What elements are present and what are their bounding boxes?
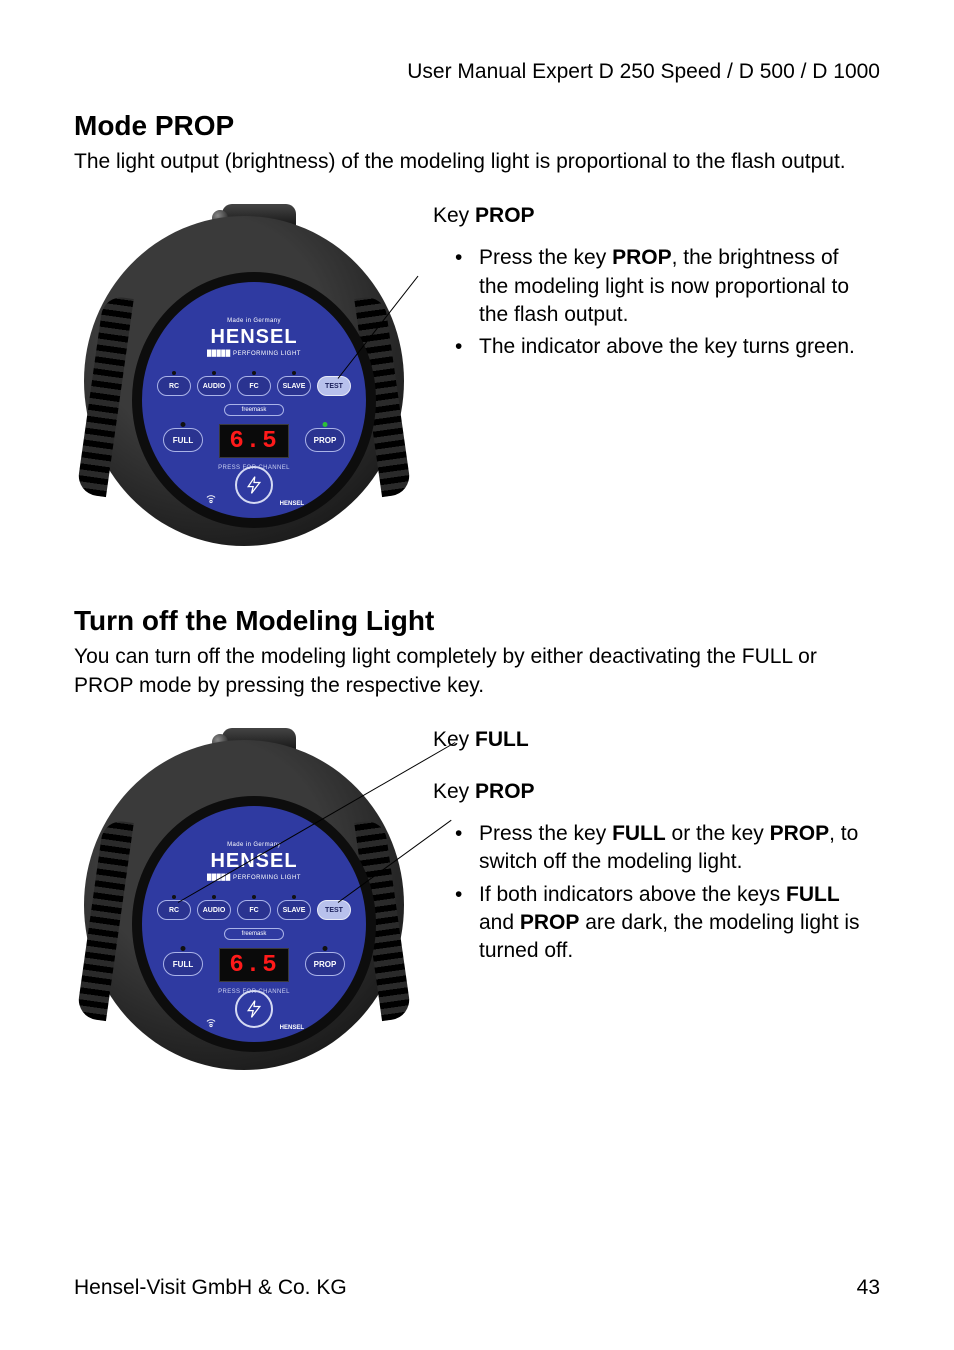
fc-label: FC [249, 383, 258, 390]
callout-prop2-bold: PROP [475, 780, 535, 803]
full-label-2: FULL [173, 960, 193, 969]
full-button[interactable]: FULL [163, 428, 203, 452]
slave-label-2: SLAVE [283, 907, 306, 914]
made-in-label: Made in Germany [142, 318, 366, 324]
callout-prop-pre: Key [433, 204, 475, 227]
section2-bullet-1: Press the key FULL or the key PROP, to s… [479, 820, 870, 877]
s2b2a: If both indicators above the keys [479, 883, 786, 906]
s2b2c: and [479, 911, 520, 934]
callout-full-pre: Key [433, 728, 475, 751]
section2-bullet-2: If both indicators above the keys FULL a… [479, 881, 870, 966]
device-face-2: Made in Germany HENSEL █████ PERFORMING … [132, 796, 376, 1052]
section1-intro: The light output (brightness) of the mod… [74, 148, 880, 176]
small-brand-label: HENSEL [280, 501, 304, 507]
s1b1b: PROP [612, 246, 672, 269]
callout-full: Key FULL [433, 728, 880, 752]
fc-button-2[interactable]: FC [237, 900, 271, 920]
power-display: 6.5 [219, 424, 289, 458]
test-button-2[interactable]: TEST [317, 900, 351, 920]
brand-name: HENSEL [142, 326, 366, 349]
s1b1a: Press the key [479, 246, 612, 269]
fc-button[interactable]: FC [237, 376, 271, 396]
test-label: TEST [325, 383, 343, 390]
brand-tagline: █████ PERFORMING LIGHT [142, 351, 366, 357]
full-button-2[interactable]: FULL [163, 952, 203, 976]
slave-label: SLAVE [283, 383, 306, 390]
ridges-left [76, 295, 134, 497]
s2b2b: FULL [786, 883, 840, 906]
rc-button-2[interactable]: RC [157, 900, 191, 920]
footer-page-number: 43 [857, 1276, 880, 1300]
audio-label: AUDIO [203, 383, 226, 390]
callout-prop: Key PROP [433, 204, 880, 228]
s2b1d: PROP [770, 822, 830, 845]
full-label: FULL [173, 436, 193, 445]
rc-label-2: RC [169, 907, 179, 914]
callout-full-bold: FULL [475, 728, 529, 751]
callout-prop2-pre: Key [433, 780, 475, 803]
rc-button[interactable]: RC [157, 376, 191, 396]
button-row: RC AUDIO FC SLAVE TEST [142, 376, 366, 396]
audio-button-2[interactable]: AUDIO [197, 900, 231, 920]
brand-block-2: Made in Germany HENSEL █████ PERFORMING … [142, 842, 366, 881]
rc-label: RC [169, 383, 179, 390]
button-row-2: RC AUDIO FC SLAVE TEST [142, 900, 366, 920]
made-in-label-2: Made in Germany [142, 842, 366, 848]
flash-button-2[interactable] [235, 990, 273, 1028]
page-header: User Manual Expert D 250 Speed / D 500 /… [74, 60, 880, 84]
prop-label-2: PROP [314, 960, 337, 969]
prop-button[interactable]: PROP [305, 428, 345, 452]
s2b2d: PROP [520, 911, 580, 934]
test-label-2: TEST [325, 907, 343, 914]
device-face: Made in Germany HENSEL █████ PERFORMING … [132, 272, 376, 528]
section2-intro: You can turn off the modeling light comp… [74, 643, 880, 700]
freemask-button[interactable]: freemask [224, 404, 284, 416]
bolt-icon [244, 475, 264, 495]
device-body-2: Made in Germany HENSEL █████ PERFORMING … [84, 740, 404, 1070]
callout-prop-2: Key PROP [433, 780, 880, 804]
prop-label: PROP [314, 436, 337, 445]
audio-button[interactable]: AUDIO [197, 376, 231, 396]
slave-button[interactable]: SLAVE [277, 376, 311, 396]
flash-button[interactable] [235, 466, 273, 504]
section2-title: Turn off the Modeling Light [74, 605, 880, 637]
brand-tagline-2: █████ PERFORMING LIGHT [142, 875, 366, 881]
s2b1a: Press the key [479, 822, 612, 845]
callout-prop-bold: PROP [475, 204, 535, 227]
main-controls-2: FULL 6.5 PROP [142, 946, 366, 982]
section1-body: Made in Germany HENSEL █████ PERFORMING … [74, 196, 880, 561]
section1-bullets: Press the key PROP, the brightness of th… [433, 244, 880, 361]
slave-button-2[interactable]: SLAVE [277, 900, 311, 920]
brand-name-2: HENSEL [142, 850, 366, 873]
section2-bullets: Press the key FULL or the key PROP, to s… [433, 820, 880, 966]
audio-label-2: AUDIO [203, 907, 226, 914]
brand-block: Made in Germany HENSEL █████ PERFORMING … [142, 318, 366, 357]
power-display-2: 6.5 [219, 948, 289, 982]
small-brand-label-2: HENSEL [280, 1025, 304, 1031]
wifi-icon [204, 491, 218, 508]
section1-bullet-1: Press the key PROP, the brightness of th… [479, 244, 870, 329]
bolt-icon-2 [244, 999, 264, 1019]
section2-body: Made in Germany HENSEL █████ PERFORMING … [74, 720, 880, 1085]
ridges-left-2 [76, 819, 134, 1021]
section1-bullet-2: The indicator above the key turns green. [479, 333, 870, 361]
s2b1b: FULL [612, 822, 666, 845]
fc-label-2: FC [249, 907, 258, 914]
test-button[interactable]: TEST [317, 376, 351, 396]
wifi-icon-2 [204, 1015, 218, 1032]
device-image-2: Made in Germany HENSEL █████ PERFORMING … [74, 720, 419, 1085]
section1-right: Key PROP Press the key PROP, the brightn… [433, 196, 880, 365]
section2-right: Key FULL Key PROP Press the key FULL or … [433, 720, 880, 970]
main-controls: FULL 6.5 PROP [142, 422, 366, 458]
prop-button-2[interactable]: PROP [305, 952, 345, 976]
freemask-button-2[interactable]: freemask [224, 928, 284, 940]
device-body: Made in Germany HENSEL █████ PERFORMING … [84, 216, 404, 546]
device-image-1: Made in Germany HENSEL █████ PERFORMING … [74, 196, 419, 561]
footer-company: Hensel-Visit GmbH & Co. KG [74, 1276, 347, 1300]
section1-title: Mode PROP [74, 110, 880, 142]
s2b1c: or the key [666, 822, 770, 845]
page-footer: Hensel-Visit GmbH & Co. KG 43 [74, 1276, 880, 1300]
